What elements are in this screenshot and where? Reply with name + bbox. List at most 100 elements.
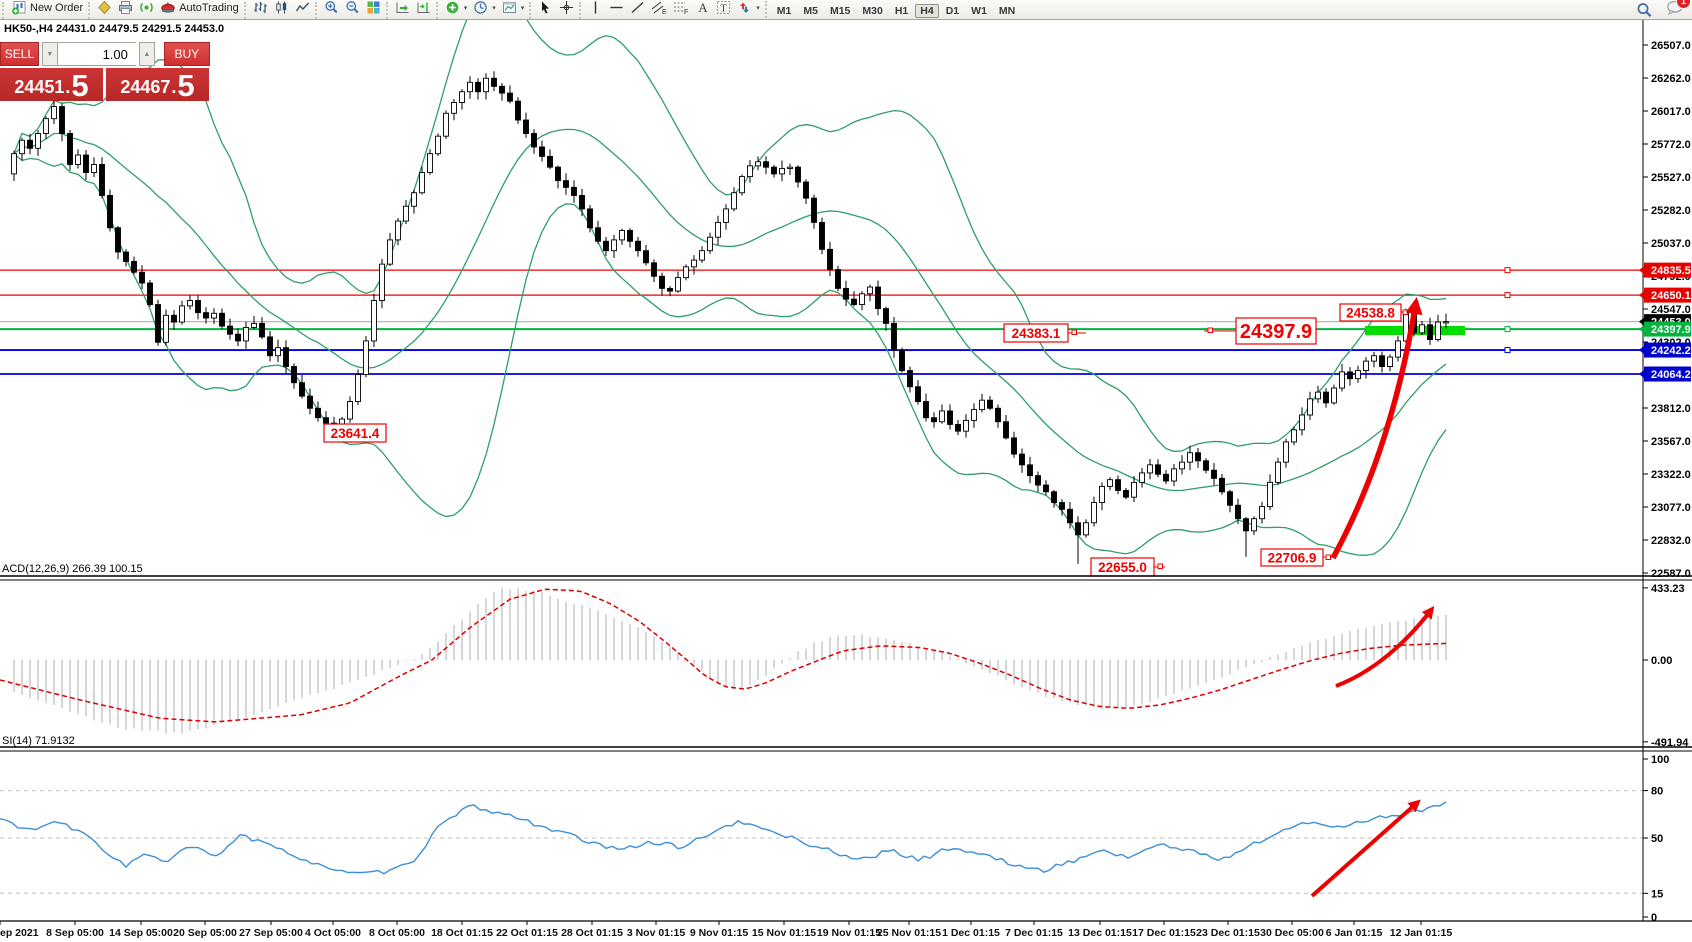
channel-button[interactable]: E [648,0,670,16]
bars-button[interactable] [250,0,271,16]
horizontal-line-button[interactable] [606,0,627,16]
date-axis-label: 14 Sep 05:00 [109,927,173,939]
cursor-icon [538,0,553,15]
crosshair-button[interactable] [556,0,577,16]
toolbar-grip [243,2,246,19]
price-label-text: 24383.1 [1012,326,1061,341]
search-button[interactable] [1633,1,1656,18]
buy-price-dot: . [171,77,177,97]
price-tag-text: 24242.2 [1651,345,1691,357]
periods-button[interactable]: ▾ [470,0,499,16]
timeframe-m30-button[interactable]: M30 [862,4,883,17]
timeframe-mn-button[interactable]: MN [998,4,1016,17]
zoom-out-icon [345,0,360,15]
indicators-button[interactable]: ▾ [442,0,471,16]
price-label-text: 22706.9 [1268,550,1317,565]
zoom-out-button[interactable] [342,0,363,16]
new-chart-button[interactable] [363,0,384,16]
text-icon: A [695,0,710,15]
label-button[interactable]: T [713,0,734,16]
svg-text:A: A [698,0,708,15]
rsi-axis-label: 50 [1651,833,1663,845]
autotrading-button[interactable]: AutoTrading [157,0,242,16]
data-window-button[interactable] [136,0,157,16]
sell-price-frac: 5 [71,68,89,103]
timeframe-m5-button[interactable]: M5 [803,4,818,17]
buy-price[interactable]: 24467. 5 [106,68,209,101]
chart-shift-button[interactable] [413,0,434,16]
price-label-box[interactable] [323,423,387,443]
trend-arrow-main[interactable] [1330,296,1423,560]
cursor-button[interactable] [535,0,556,16]
trend-arrow-macd[interactable] [1335,606,1435,688]
price-chart: 23641.4 24383.1 24397.9 24538.8 22655.0 22706… [0,20,1692,942]
date-axis-label: 23 Dec 01:15 [1196,927,1260,939]
toolbar-button-label: New Order [30,1,84,14]
date-axis-label: 12 Jan 01:15 [1390,927,1453,939]
fibonacci-button[interactable]: F [670,0,692,16]
price-tag-text: 24650.1 [1651,290,1691,302]
sell-button[interactable]: SELL [0,42,39,66]
new-order-button[interactable]: New Order [8,0,86,16]
sell-price[interactable]: 24451. 5 [0,68,103,101]
rsi-axis-label: 0 [1651,912,1657,924]
line-chart-button[interactable] [292,0,313,16]
line-handle[interactable] [1504,292,1511,299]
chart-annotations[interactable]: 23641.4 24383.1 24397.9 24538.8 22655.0 22706… [323,296,1435,898]
timeframe-h4-button[interactable]: H4 [915,3,939,18]
text-button[interactable]: A [692,0,713,16]
print-icon [118,0,133,15]
price-tag-text: 24835.5 [1651,265,1691,277]
timeframe-h1-button[interactable]: H1 [894,4,909,17]
date-axis-label: 13 Dec 01:15 [1068,927,1132,939]
trend-arrow-rsi[interactable] [1310,799,1421,898]
timeframe-w1-button[interactable]: W1 [971,4,987,17]
timeframe-d1-button[interactable]: D1 [945,4,960,17]
line-handle[interactable] [1504,267,1511,274]
price-label-box[interactable] [1260,548,1324,567]
print-button[interactable] [115,0,136,16]
buy-button[interactable]: BUY [163,42,210,66]
new-chart-icon [366,0,381,15]
arrows-button[interactable]: ▾ [734,0,763,16]
toolbar-grip [529,2,532,19]
zoom-in-icon [324,0,339,15]
sell-price-dot: . [65,77,71,97]
trendline-button[interactable] [627,0,648,16]
price-label-box[interactable] [1235,317,1317,345]
price-tag [1644,342,1691,358]
label-icon: T [716,0,731,15]
volume-decrease-button[interactable]: ▼ [41,42,58,66]
profiles-button[interactable] [94,0,115,16]
volume-increase-button[interactable]: ▲ [138,42,155,66]
line-chart-icon [295,0,310,15]
toolbar-button-label: AutoTrading [179,1,239,14]
vertical-line-button[interactable] [585,0,606,16]
svg-text:E: E [662,9,667,15]
date-axis-label: 27 Sep 05:00 [239,927,303,939]
price-axis-label: 25037.0 [1651,238,1691,250]
channel-icon: E [651,0,667,15]
price-label-box[interactable] [1339,303,1402,322]
volume-input[interactable]: 1.00 [57,42,136,66]
candles-button[interactable] [271,0,292,16]
date-axis-label: 20 Sep 05:00 [173,927,237,939]
chat-button[interactable]: 1 [1666,0,1691,20]
price-axis-label: 22587.0 [1651,568,1691,580]
date-axis-label: 17 Dec 01:15 [1132,927,1196,939]
auto-scroll-button[interactable] [392,0,413,16]
line-handle[interactable] [1504,347,1511,354]
toolbar-grip [579,2,582,19]
timeframe-m1-button[interactable]: M1 [776,4,792,17]
line-handle[interactable] [1504,326,1511,333]
templates-button[interactable]: ▾ [499,0,528,16]
arrows-icon [737,0,752,15]
toolbar-grip [88,2,91,19]
autotrading-icon [160,0,176,15]
zoom-in-button[interactable] [321,0,342,16]
price-axis-label: 23567.0 [1651,436,1691,448]
price-label-text: 24538.8 [1346,305,1395,320]
timeframe-m15-button[interactable]: M15 [829,4,851,17]
price-label-box[interactable] [1003,323,1069,343]
bollinger-bands [13,20,1447,556]
